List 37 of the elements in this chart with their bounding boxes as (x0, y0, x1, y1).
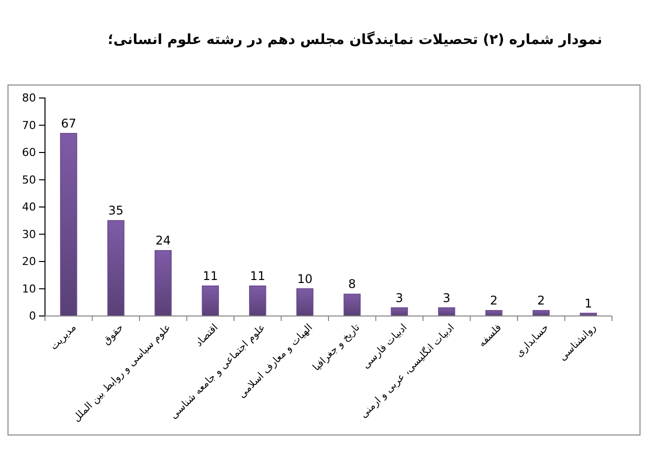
data-label: 2 (490, 294, 498, 308)
y-tick-label: 20 (22, 255, 36, 268)
x-tick-label: اقتصاد (194, 322, 220, 349)
bar (107, 220, 124, 316)
y-tick-label: 0 (29, 310, 36, 323)
bar (60, 132, 78, 316)
data-label: 8 (348, 277, 356, 292)
data-label: 3 (442, 290, 450, 305)
x-tick-label: روانشناسی (557, 322, 599, 364)
bar (202, 286, 219, 316)
bar (249, 286, 266, 316)
data-label: 10 (297, 272, 313, 286)
y-tick-label: 80 (22, 92, 36, 105)
bar (344, 294, 361, 316)
bar (296, 288, 314, 316)
data-label: 24 (155, 234, 171, 248)
data-label: 35 (108, 204, 124, 218)
y-tick-label: 40 (22, 200, 36, 214)
data-label: 1 (584, 296, 592, 310)
x-tick-label: فلسفه (476, 322, 504, 350)
y-tick-label: 50 (22, 173, 36, 186)
x-tick-label: حقوق (101, 322, 126, 348)
data-label: 11 (202, 269, 218, 284)
y-tick-label: 30 (22, 228, 36, 241)
x-tick-label: تاریخ و جغرافیا (311, 322, 362, 374)
data-label: 3 (396, 290, 404, 305)
data-label: 11 (250, 269, 266, 284)
data-label: 2 (537, 294, 545, 308)
x-tick-label: حسابداری (514, 322, 552, 360)
chart-title: نمودار شماره (۲) تحصیلات نمایندگان مجلس دهم در رشته علوم انسانی؛ (108, 31, 602, 48)
y-tick-label: 10 (22, 282, 36, 296)
data-label: 67 (60, 116, 76, 130)
bar (154, 250, 172, 316)
x-tick-label: مدیریت (48, 322, 79, 352)
x-tick-label: ادبیات فارسی (360, 322, 410, 372)
y-tick-label: 70 (22, 118, 36, 132)
y-tick-label: 60 (22, 146, 36, 160)
